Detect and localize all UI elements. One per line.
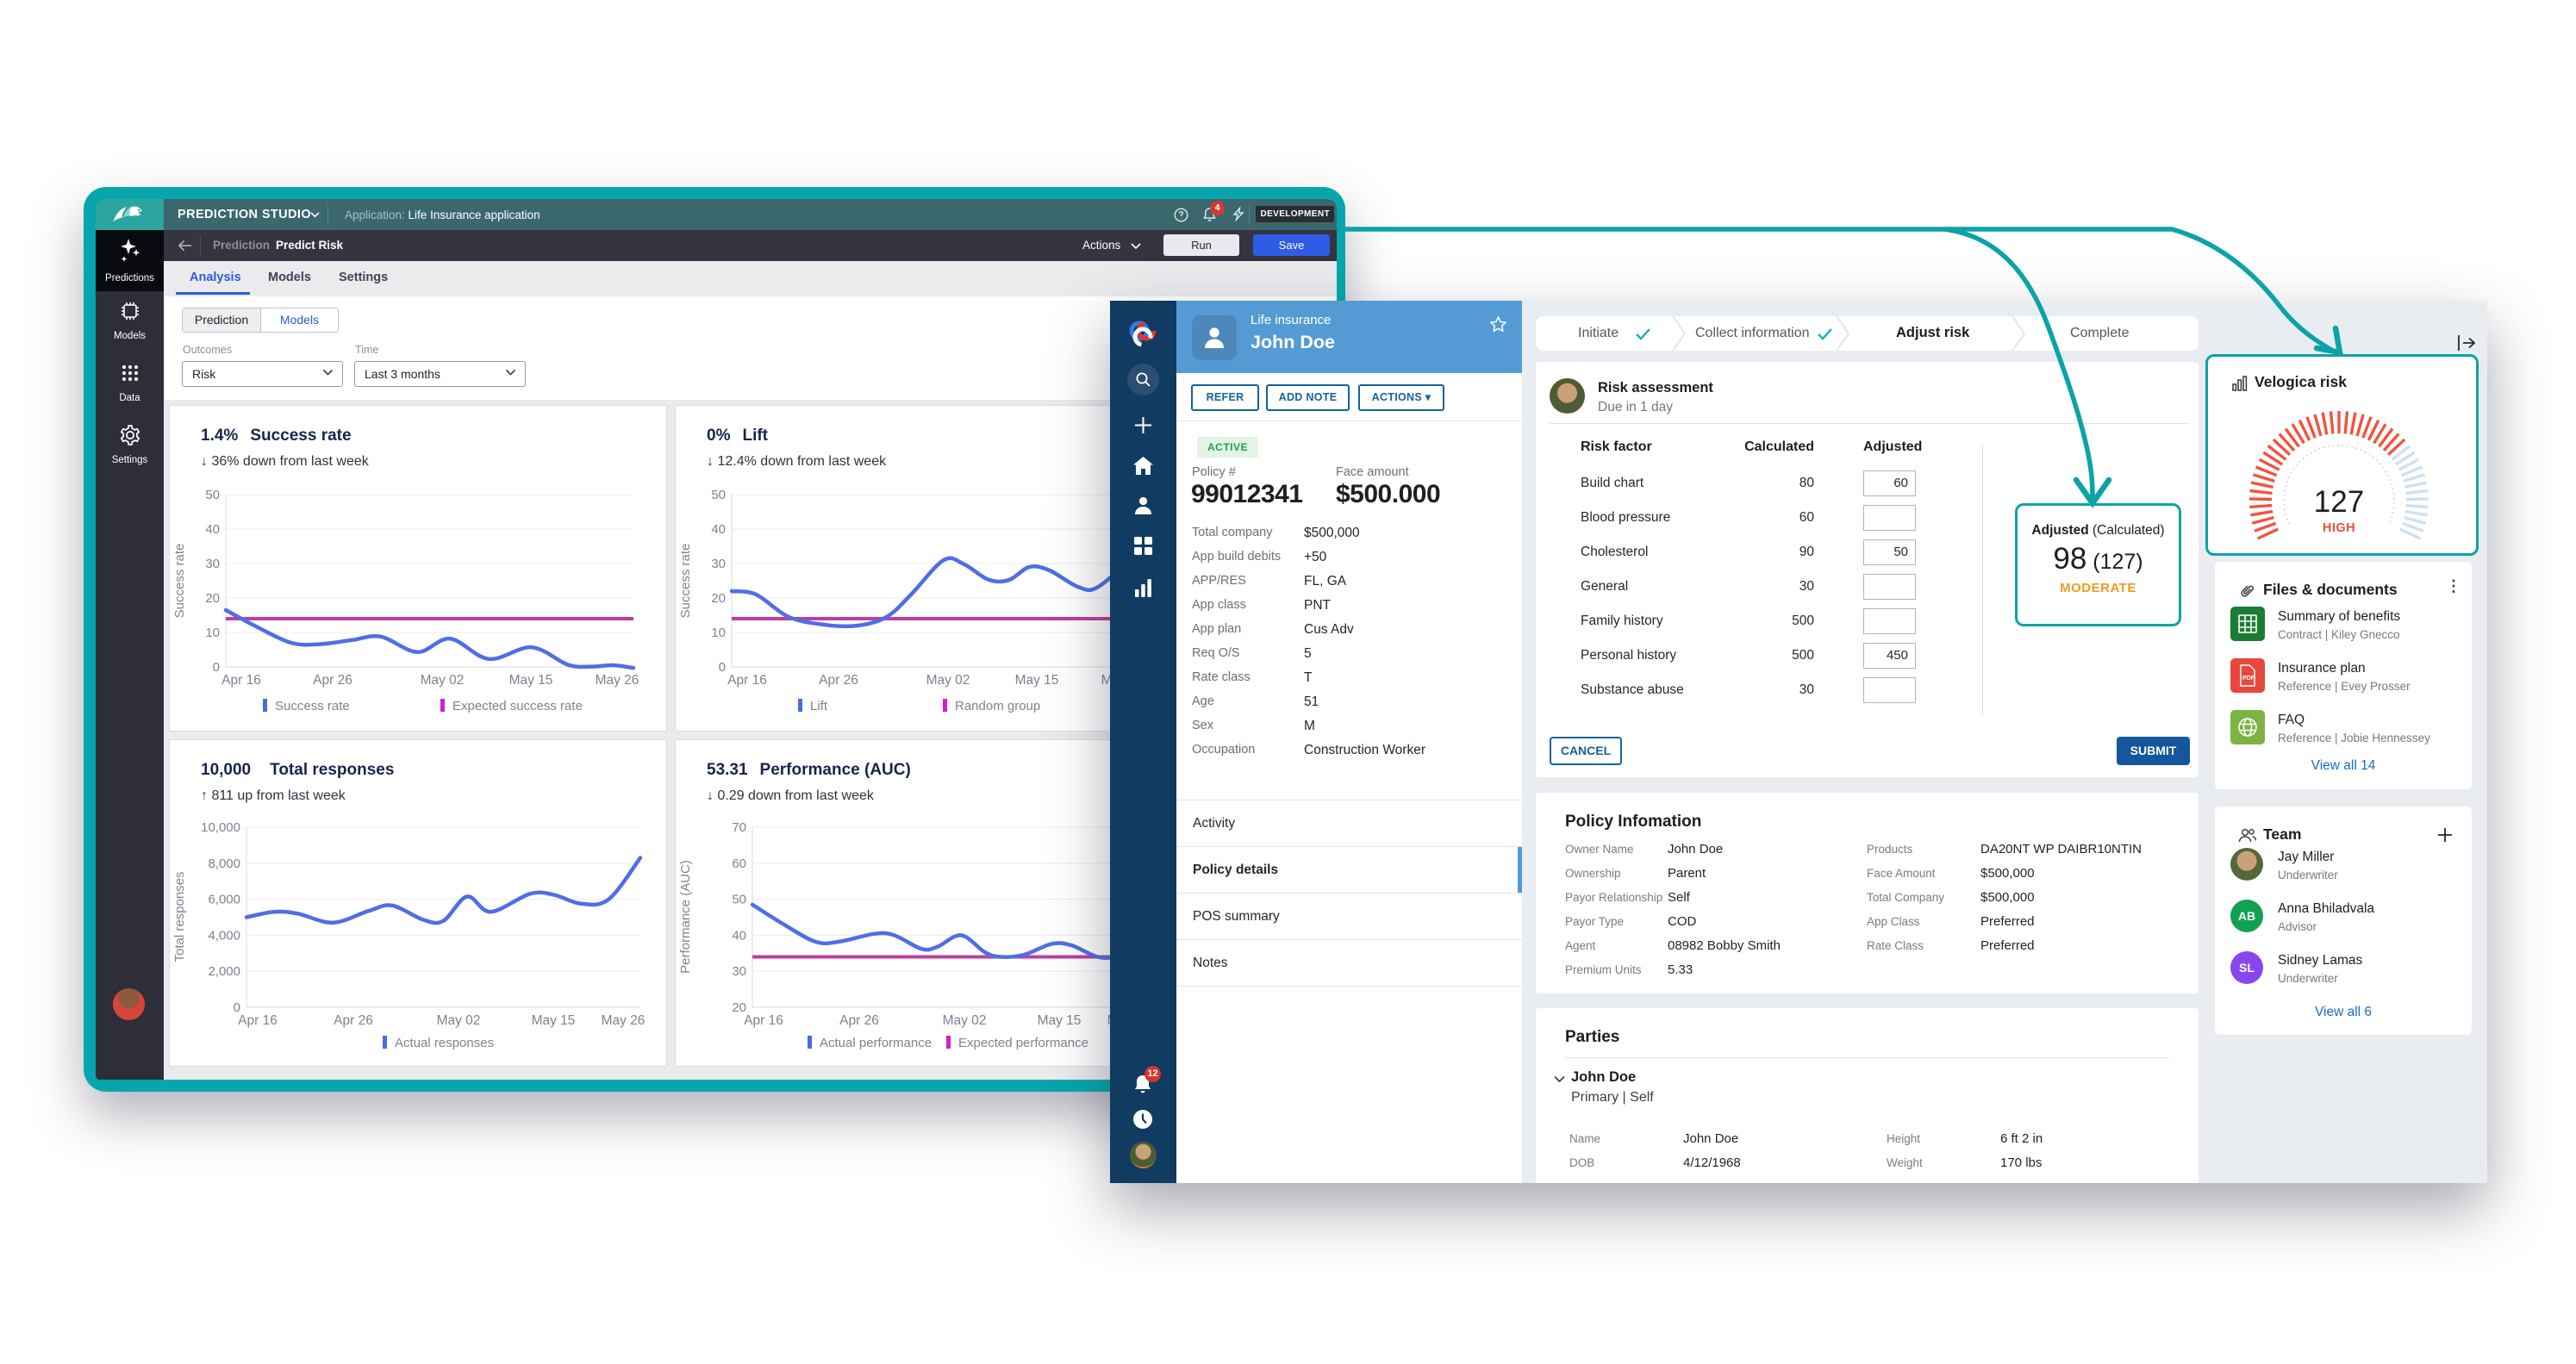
- svg-text:20: 20: [205, 591, 220, 606]
- svg-text:6,000: 6,000: [208, 893, 240, 907]
- svg-text:May 15: May 15: [1038, 1013, 1082, 1028]
- svg-text:10: 10: [205, 626, 220, 640]
- svg-text:10: 10: [711, 626, 726, 640]
- svg-text:May 26: May 26: [596, 673, 639, 688]
- svg-text:127: 127: [2314, 485, 2364, 519]
- svg-text:Apr 26: Apr 26: [313, 673, 352, 688]
- svg-text:May 15: May 15: [509, 673, 553, 688]
- svg-text:Apr 26: Apr 26: [839, 1013, 879, 1028]
- svg-text:40: 40: [711, 522, 726, 537]
- svg-text:30: 30: [732, 964, 746, 979]
- svg-text:10,000: 10,000: [201, 820, 240, 835]
- svg-text:HIGH: HIGH: [2323, 521, 2355, 535]
- svg-text:20: 20: [732, 1000, 746, 1015]
- svg-text:May 02: May 02: [943, 1013, 987, 1028]
- svg-text:8,000: 8,000: [208, 856, 240, 871]
- svg-text:50: 50: [732, 893, 746, 907]
- svg-text:Apr 26: Apr 26: [334, 1013, 373, 1028]
- svg-text:May 15: May 15: [532, 1013, 576, 1028]
- svg-text:May 26: May 26: [602, 1013, 646, 1028]
- svg-text:20: 20: [711, 591, 726, 606]
- svg-text:Apr 16: Apr 16: [221, 673, 261, 688]
- svg-text:Success rate: Success rate: [678, 544, 693, 619]
- svg-text:May 15: May 15: [1015, 673, 1059, 688]
- svg-text:2,000: 2,000: [208, 964, 240, 979]
- svg-text:Random group: Random group: [955, 699, 1040, 713]
- svg-text:Actual responses: Actual responses: [395, 1036, 494, 1050]
- svg-text:Expected success rate: Expected success rate: [452, 699, 583, 713]
- svg-text:Lift: Lift: [810, 699, 828, 713]
- svg-text:70: 70: [732, 820, 746, 835]
- svg-text:60: 60: [732, 856, 746, 871]
- svg-text:30: 30: [711, 557, 726, 571]
- svg-text:May 02: May 02: [926, 673, 970, 688]
- svg-text:May 02: May 02: [421, 673, 465, 688]
- svg-text:Success rate: Success rate: [275, 699, 350, 713]
- svg-text:Success rate: Success rate: [172, 544, 187, 619]
- svg-text:40: 40: [205, 522, 220, 537]
- svg-text:0: 0: [719, 660, 726, 675]
- svg-text:30: 30: [205, 557, 220, 571]
- svg-text:Expected performance: Expected performance: [958, 1036, 1088, 1050]
- svg-text:40: 40: [732, 928, 746, 943]
- svg-text:50: 50: [711, 488, 726, 502]
- svg-text:4,000: 4,000: [208, 928, 240, 943]
- svg-text:PDF: PDF: [2242, 676, 2255, 682]
- svg-text:0: 0: [234, 1000, 240, 1015]
- svg-text:Apr 16: Apr 16: [744, 1013, 783, 1028]
- svg-text:Apr 26: Apr 26: [819, 673, 858, 688]
- svg-text:Performance (AUC): Performance (AUC): [678, 860, 693, 974]
- svg-text:Total responses: Total responses: [172, 871, 187, 962]
- svg-text:0: 0: [213, 660, 220, 675]
- svg-text:May 02: May 02: [437, 1013, 481, 1028]
- svg-text:Apr 16: Apr 16: [238, 1013, 278, 1028]
- svg-text:Actual performance: Actual performance: [820, 1036, 932, 1050]
- svg-text:50: 50: [205, 488, 220, 502]
- svg-text:Apr 16: Apr 16: [727, 673, 767, 688]
